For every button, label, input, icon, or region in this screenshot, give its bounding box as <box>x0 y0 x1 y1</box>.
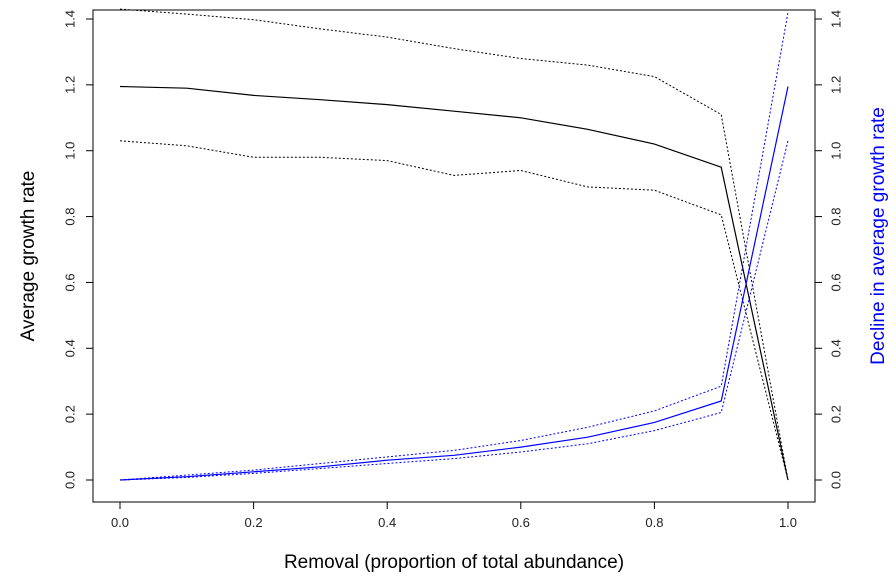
y-right-tick-label: 0.2 <box>828 405 843 423</box>
y-tick-label: 0.0 <box>62 471 77 489</box>
y-tick-label: 0.8 <box>62 208 77 226</box>
x-tick-label: 0.0 <box>111 515 129 530</box>
y-tick-label: 0.6 <box>62 273 77 291</box>
x-tick-label: 0.2 <box>245 515 263 530</box>
y-tick-label: 0.4 <box>62 339 77 357</box>
x-tick-label: 0.6 <box>512 515 530 530</box>
y-axis-right-title: Decline in average growth rate <box>868 107 889 365</box>
y-right-tick-label: 1.0 <box>828 142 843 160</box>
y-right-tick-label: 0.0 <box>828 471 843 489</box>
y-right-tick-label: 0.6 <box>828 273 843 291</box>
plot-frame <box>92 9 816 503</box>
y-right-tick-label: 0.8 <box>828 208 843 226</box>
x-tick-label: 1.0 <box>779 515 797 530</box>
series-line-4 <box>119 86 789 481</box>
y-right-tick-label: 0.4 <box>828 339 843 357</box>
y-tick-label: 1.0 <box>62 142 77 160</box>
series-layer <box>119 8 789 481</box>
series-line-6 <box>119 140 789 481</box>
x-tick-label: 0.4 <box>378 515 396 530</box>
x-axis-title: Removal (proportion of total abundance) <box>284 552 624 573</box>
series-line-3 <box>119 140 789 481</box>
x-tick-label: 0.8 <box>645 515 663 530</box>
y-tick-label: 1.4 <box>62 10 77 28</box>
y-right-tick-label: 1.2 <box>828 76 843 94</box>
series-line-2 <box>119 8 789 481</box>
series-line-5 <box>119 12 789 481</box>
y-axis-title: Average growth rate <box>18 171 39 342</box>
y-tick-label: 0.2 <box>62 405 77 423</box>
axis-layer: 0.0 0.2 0.4 0.6 0.8 1.0 0.0 0.2 0.4 0.6 0.8 1.0 1.2 1… <box>62 10 843 530</box>
y-right-tick-label: 1.4 <box>828 10 843 28</box>
series-line-1 <box>119 85 789 481</box>
y-tick-label: 1.2 <box>62 76 77 94</box>
